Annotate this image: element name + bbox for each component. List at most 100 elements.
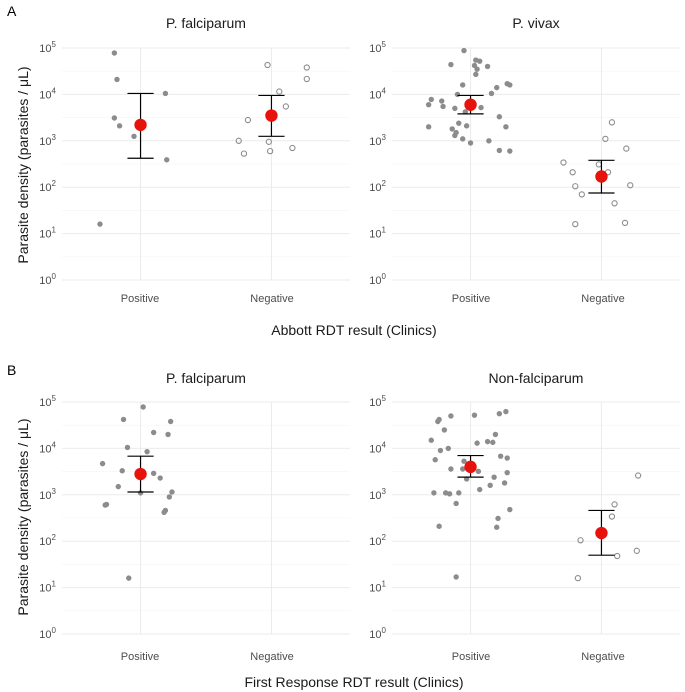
panel-a-facet-1: P. falciparum 100 101 102 103 104 105 Positiv… bbox=[39, 15, 350, 305]
panel-a-facet-1-plot: 100 101 102 103 104 105 bbox=[39, 40, 350, 287]
panel-b-facet-1-y-tick-label: 102 bbox=[39, 533, 56, 548]
panel-a-facet-1-y-tick-label: 102 bbox=[39, 179, 56, 194]
panel-a-facet-2-x-tick-negative: Negative bbox=[581, 293, 624, 305]
panel-a-facet-2-point-negative bbox=[611, 200, 618, 207]
panel-b-facet-2-point-positive bbox=[446, 491, 453, 497]
panel-a-facet-1-y-tick-label: 105 bbox=[39, 40, 56, 55]
panel-b-y-axis-title: Parasite density (parasites / μL) bbox=[15, 418, 31, 615]
panel-b-facet-2-point-positive bbox=[435, 418, 441, 425]
panel-a-facet-1-x-tick-negative: Negative bbox=[250, 293, 293, 305]
panel-a-facet-2-point-positive bbox=[462, 109, 469, 115]
panel-b-facet-2-point-positive bbox=[459, 466, 466, 472]
panel-a-facet-1-point-negative bbox=[264, 61, 271, 69]
panel-b-facet-2-point-positive bbox=[441, 427, 448, 433]
panel-b-x-axis-title: First Response RDT result (Clinics) bbox=[244, 674, 463, 690]
panel-b-facet-1-plot: 100 101 102 103 104 105 bbox=[39, 394, 350, 641]
panel-a-facet-1-point-positive bbox=[111, 50, 118, 56]
panel-b-facet-1-point-positive bbox=[102, 502, 108, 508]
panel-a-facet-2-point-positive bbox=[507, 148, 513, 154]
panel-a-facet-2-point-positive bbox=[428, 96, 434, 103]
panel-a-facet-2-point-positive bbox=[494, 84, 500, 91]
panel-b-facet-1-y-tick-label: 105 bbox=[39, 394, 56, 409]
panel-a-facet-1-y-tick-label: 100 bbox=[39, 272, 56, 287]
panel-a-facet-1-point-negative bbox=[266, 147, 274, 155]
panel-b-facet-2-point-positive bbox=[503, 408, 509, 415]
panel-b-facet-1-x-tick-negative: Negative bbox=[250, 651, 293, 663]
panel-b-facet-2-point-positive bbox=[494, 524, 500, 530]
panel-b-facet-2-point-positive bbox=[504, 469, 510, 476]
panel-a-y-axis-title: Parasite density (parasites / μL) bbox=[15, 66, 31, 263]
panel-a-facet-1-point-positive bbox=[164, 157, 170, 163]
panel-b-facet-2-point-negative bbox=[574, 574, 582, 582]
panel-a-facet-1-point-negative bbox=[282, 103, 290, 110]
panel-a-facet-2-point-negative bbox=[572, 220, 579, 228]
panel-b-facet-1-title: P. falciparum bbox=[166, 370, 246, 386]
panel-b-facet-1-point-positive bbox=[126, 575, 132, 581]
panel-a-facet-1-point-negative bbox=[276, 88, 283, 95]
panel-b-facet-1-point-positive bbox=[140, 404, 146, 410]
panel-a-facet-2-point-positive bbox=[507, 82, 513, 88]
panel-b-facet-2-point-positive bbox=[484, 438, 491, 445]
panel-b-facet-1-y-tick-label: 100 bbox=[39, 626, 56, 641]
panel-a-facet-2-point-positive bbox=[496, 114, 503, 120]
panel-b-facet-2-point-positive bbox=[453, 500, 459, 507]
panel-a-facet-2-point-positive bbox=[452, 132, 458, 139]
panel-a-facet-1-y-tick-label: 101 bbox=[39, 226, 56, 241]
panel-b-facet-1-y-tick-label: 101 bbox=[39, 580, 56, 595]
panel-a-facet-2-point-positive bbox=[496, 147, 503, 154]
panel-b-facet-2-point-positive bbox=[436, 523, 442, 529]
panel-a-facet-2-point-positive bbox=[478, 104, 484, 111]
panel-b-facet-2-point-positive bbox=[461, 458, 467, 464]
panel-b-facet-1-point-positive bbox=[169, 489, 175, 495]
panel-a-facet-2-y-tick-label: 104 bbox=[369, 86, 386, 101]
panel-b-facet-2-y-tick-label: 102 bbox=[369, 533, 386, 548]
panel-a-facet-2-point-positive bbox=[448, 61, 454, 68]
panel-b-facet-2-y-tick-label: 101 bbox=[369, 580, 386, 595]
panel-a-facet-2-point-positive bbox=[503, 124, 509, 130]
panel-a-facet-1-point-positive bbox=[162, 90, 169, 97]
panel-b-facet-2-point-negative bbox=[614, 552, 621, 560]
panel-a-facet-2-point-positive bbox=[473, 71, 479, 78]
panel-b-facet-2-point-negative bbox=[608, 513, 616, 520]
panel-a-facet-1-x-tick-positive: Positive bbox=[121, 293, 160, 305]
panel-a-facet-2-point-positive bbox=[454, 91, 461, 98]
panel-b-facet-2-point-positive bbox=[504, 455, 510, 461]
panel-a-facet-2-point-positive bbox=[477, 58, 483, 64]
panel-b-facet-2-point-positive bbox=[453, 574, 459, 580]
panel-b-facet-2-point-positive bbox=[445, 445, 451, 452]
panel-b-facet-2-point-positive bbox=[496, 410, 503, 417]
panel-a-facet-2-point-negative bbox=[623, 145, 630, 152]
panel-b-facet-2: Non-falciparum 100 101 102 103 104 105 Positi… bbox=[369, 370, 680, 663]
panel-a-facet-2-point-positive bbox=[456, 120, 462, 126]
panel-b-facet-2-point-positive bbox=[471, 412, 478, 418]
panel-b-facet-2-point-positive bbox=[497, 453, 504, 459]
panel-a-facet-1-mean-point-positive bbox=[134, 118, 147, 132]
panel-a-facet-2-point-positive bbox=[474, 66, 480, 72]
panel-b-facet-2-point-positive bbox=[491, 474, 497, 480]
panel-b-facet-2-y-tick-label: 100 bbox=[369, 626, 386, 641]
panel-a-facet-2-point-negative bbox=[569, 169, 576, 176]
panel-b-facet-2-y-tick-label: 103 bbox=[369, 487, 386, 502]
panel-a-facet-2-title: P. vivax bbox=[512, 15, 559, 31]
panel-b: B Parasite density (parasites / μL) Firs… bbox=[7, 362, 680, 690]
panel-a-facet-1-point-negative bbox=[240, 150, 248, 157]
panel-a-letter: A bbox=[7, 3, 17, 19]
panel-b-facet-1-point-positive bbox=[119, 468, 125, 474]
panel-a-facet-2-point-negative bbox=[578, 191, 585, 198]
panel-b-facet-1-point-positive bbox=[150, 429, 157, 436]
panel-a-facet-2-y-tick-label: 102 bbox=[369, 179, 386, 194]
panel-b-facet-1-point-positive bbox=[167, 418, 174, 425]
panel-b-facet-2-point-positive bbox=[501, 480, 508, 486]
panel-b-facet-1: P. falciparum 100 101 102 103 104 105 Positiv… bbox=[39, 370, 350, 663]
panel-a-facet-1-point-negative bbox=[303, 75, 310, 83]
panel-a-facet-2-point-positive bbox=[459, 82, 466, 88]
panel-a-facet-1-point-positive bbox=[114, 76, 120, 83]
panel-a-facet-1-y-tick-label: 104 bbox=[39, 86, 56, 101]
panel-a-facet-1-point-negative bbox=[235, 137, 242, 144]
panel-a-facet-2-y-tick-label: 100 bbox=[369, 272, 386, 287]
panel-b-facet-1-point-positive bbox=[161, 509, 167, 515]
panel-b-facet-2-point-positive bbox=[490, 439, 496, 446]
panel-a-facet-1-point-negative bbox=[265, 138, 272, 145]
panel-b-facet-1-point-positive bbox=[165, 431, 171, 438]
panel-a-facet-2-point-positive bbox=[439, 98, 445, 104]
